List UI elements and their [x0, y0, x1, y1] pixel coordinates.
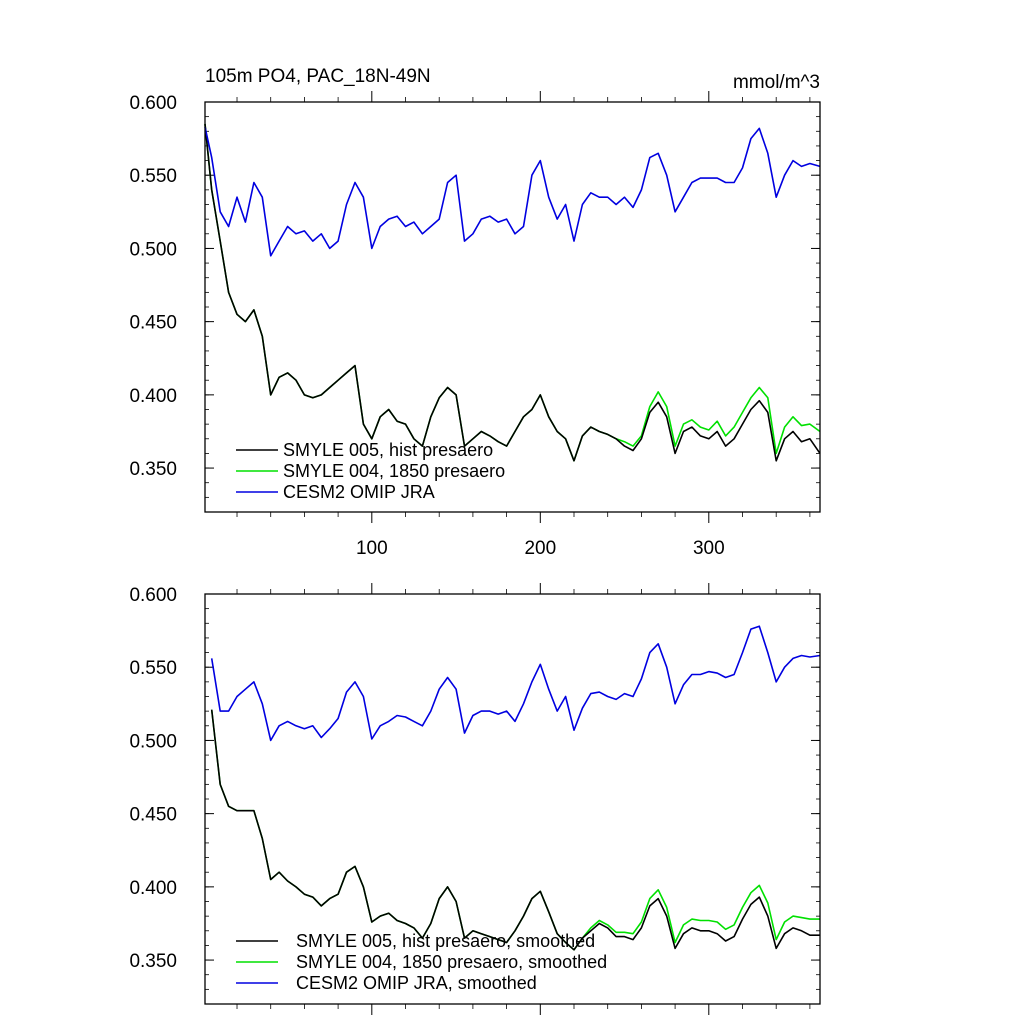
series-line-0 [204, 123, 821, 462]
top-chart-units: mmol/m^3 [733, 72, 820, 93]
legend-label: CESM2 OMIP JRA [283, 482, 435, 502]
x-tick-label: 300 [693, 538, 725, 559]
bottom-plot-frame [204, 593, 821, 1005]
y-tick-label: 0.600 [129, 93, 177, 114]
legend-label: CESM2 OMIP JRA, smoothed [296, 973, 537, 993]
series-line-2 [210, 625, 821, 742]
y-tick-label: 0.550 [129, 658, 177, 679]
x-tick-label: 200 [524, 538, 556, 559]
y-tick-label: 0.450 [129, 313, 177, 334]
bottom-panel: 0.600 0.550 0.500 0.450 0.400 0.350 SMYLE 005… [129, 583, 821, 1015]
y-tick-label: 0.400 [129, 386, 177, 407]
legend-label: SMYLE 004, 1850 presaero [283, 461, 505, 481]
x-tick-label: 100 [356, 538, 388, 559]
y-tick-label: 0.550 [129, 166, 177, 187]
y-tick-label: 0.400 [129, 878, 177, 899]
series-line-1 [210, 709, 820, 951]
legend-label: SMYLE 005, hist presaero, smoothed [296, 931, 595, 951]
y-tick-label: 0.500 [129, 731, 177, 752]
legend-label: SMYLE 004, 1850 presaero, smoothed [296, 952, 607, 972]
series-line-0 [210, 709, 820, 951]
top-panel: 105m PO4, PAC_18N-49N mmol/m^3 0.600 0.55… [129, 66, 821, 559]
legend-label: SMYLE 005, hist presaero [283, 440, 493, 460]
series-line-2 [204, 126, 821, 257]
top-plot-frame [204, 101, 821, 513]
top-chart-title: 105m PO4, PAC_18N-49N [205, 66, 431, 87]
y-tick-label: 0.350 [129, 951, 177, 972]
y-tick-label: 0.350 [129, 459, 177, 480]
y-tick-label: 0.450 [129, 805, 177, 826]
series-line-1 [204, 123, 821, 462]
y-tick-label: 0.600 [129, 585, 177, 606]
y-tick-label: 0.500 [129, 239, 177, 260]
